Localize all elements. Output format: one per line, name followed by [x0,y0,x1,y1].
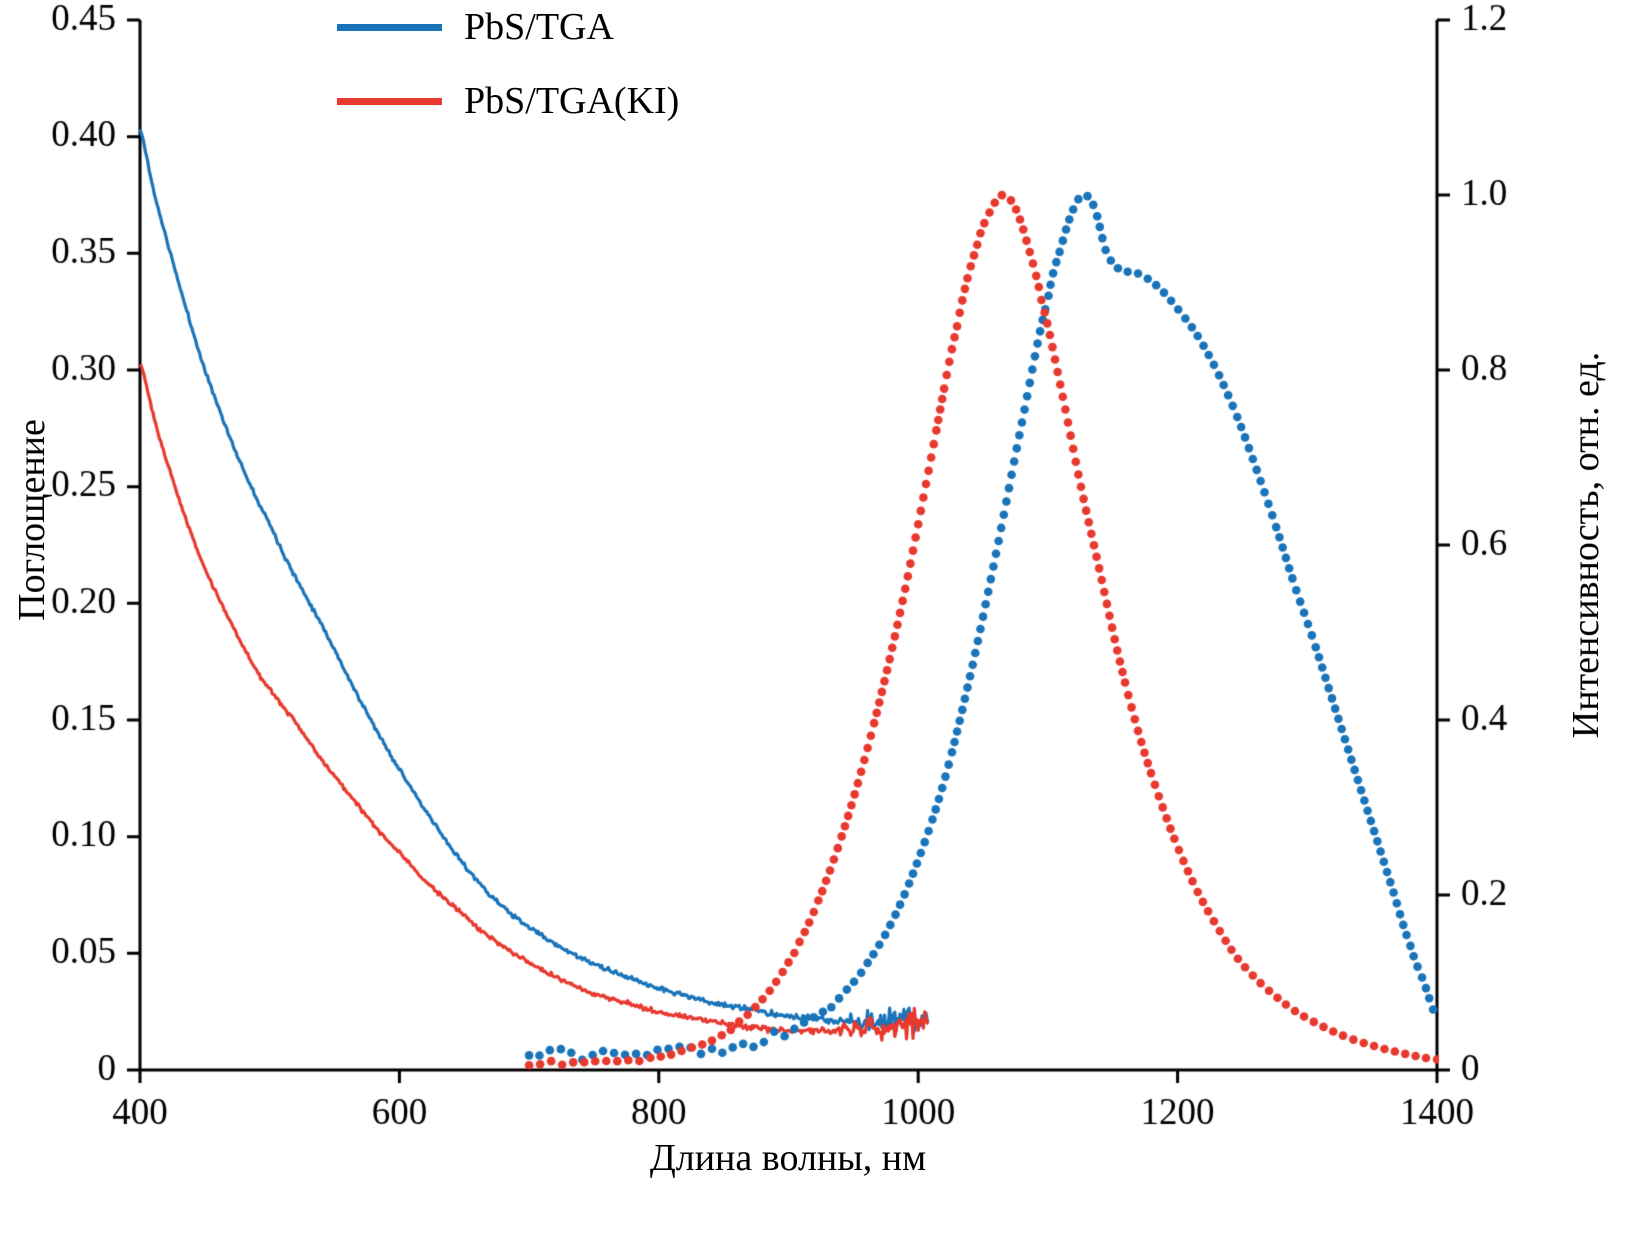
legend-label-pbs-tga: PbS/TGA [464,6,614,48]
legend-item-pbs-tga-ki: PbS/TGA(KI) [337,76,679,126]
legend-line-swatch-red [337,97,442,105]
legend-item-pbs-tga: PbS/TGA [337,2,679,52]
legend-label-pbs-tga-ki: PbS/TGA(KI) [464,80,680,122]
y-axis-label-right: Интенсивность, отн. ед. [1565,351,1607,739]
chart-legend: PbS/TGA PbS/TGA(KI) [337,2,679,150]
x-axis-label: Длина волны, нм [649,1137,927,1179]
y-axis-label-left: Поглощение [11,419,53,621]
legend-line-swatch-blue [337,23,442,31]
